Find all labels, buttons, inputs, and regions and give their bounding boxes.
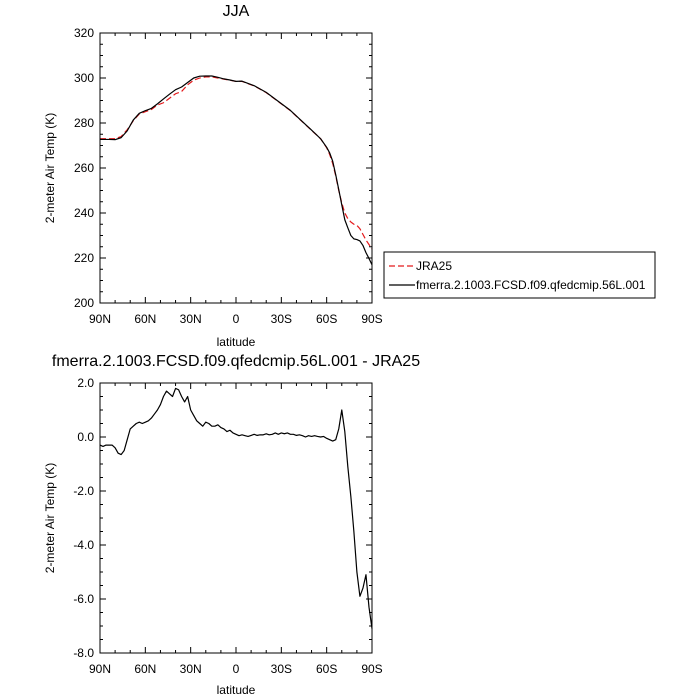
bottom-x-tick-label-5: 60S bbox=[316, 662, 337, 676]
legend-label-fmerra: fmerra.2.1003.FCSD.f09.qfedcmip.56L.001 bbox=[416, 278, 646, 292]
top-x-tick-label-6: 90S bbox=[361, 312, 382, 326]
bottom-series-group bbox=[99, 387, 373, 629]
top-x-tick-label-5: 60S bbox=[316, 312, 337, 326]
bottom-x-tick-label-2: 30N bbox=[180, 662, 202, 676]
top-x-tick-label-3: 0 bbox=[233, 312, 240, 326]
top-y-tick-label-6: 320 bbox=[74, 26, 94, 40]
bottom-panel: fmerra.2.1003.FCSD.f09.qfedcmip.56L.001 … bbox=[43, 353, 420, 697]
bottom-y-axis-label: 2-meter Air Temp (K) bbox=[43, 463, 57, 573]
top-series-line-1 bbox=[100, 75, 373, 266]
bottom-axis-ticks: 90N 60N 30N 0 30S 60S 90S -8.0 -6.0 -4.0 -2.0 0.0 2.… bbox=[73, 376, 382, 676]
legend-box bbox=[383, 251, 656, 299]
top-y-axis-label: 2-meter Air Temp (K) bbox=[43, 113, 57, 223]
bottom-series-line-0 bbox=[99, 387, 373, 629]
top-x-tick-label-0: 90N bbox=[89, 312, 111, 326]
top-x-tick-label-2: 30N bbox=[180, 312, 202, 326]
top-x-tick-label-4: 30S bbox=[271, 312, 292, 326]
legend-label-jra25: JRA25 bbox=[416, 259, 452, 273]
top-y-tick-label-1: 220 bbox=[74, 251, 94, 265]
bottom-x-tick-label-3: 0 bbox=[233, 662, 240, 676]
bottom-x-tick-label-1: 60N bbox=[134, 662, 156, 676]
top-y-tick-label-4: 280 bbox=[74, 116, 94, 130]
bottom-y-tick-label-1: -6.0 bbox=[73, 592, 94, 606]
top-y-tick-label-5: 300 bbox=[74, 71, 94, 85]
top-y-tick-label-0: 200 bbox=[74, 296, 94, 310]
top-legend: JRA25 fmerra.2.1003.FCSD.f09.qfedcmip.56… bbox=[383, 251, 656, 299]
top-series-group bbox=[100, 75, 373, 266]
bottom-x-axis-label: latitude bbox=[217, 683, 256, 697]
bottom-y-tick-label-2: -4.0 bbox=[73, 538, 94, 552]
bottom-x-tick-label-4: 30S bbox=[271, 662, 292, 676]
top-x-tick-label-1: 60N bbox=[134, 312, 156, 326]
bottom-y-tick-label-5: 2.0 bbox=[77, 376, 94, 390]
bottom-x-tick-label-0: 90N bbox=[89, 662, 111, 676]
top-chart-title: JJA bbox=[223, 3, 250, 20]
bottom-x-tick-label-6: 90S bbox=[361, 662, 382, 676]
top-panel: JJA 90N 60N 30N 0 30S 60S 90S 200 220 240 260 280 30… bbox=[43, 3, 656, 349]
bottom-y-tick-label-0: -8.0 bbox=[73, 646, 94, 660]
top-y-tick-label-3: 260 bbox=[74, 161, 94, 175]
bottom-y-tick-label-4: 0.0 bbox=[77, 430, 94, 444]
bottom-chart-title: fmerra.2.1003.FCSD.f09.qfedcmip.56L.001 … bbox=[52, 353, 420, 370]
top-axis-ticks: 90N 60N 30N 0 30S 60S 90S 200 220 240 260 280 300 320 bbox=[74, 26, 383, 326]
top-x-axis-label: latitude bbox=[217, 335, 256, 349]
top-y-tick-label-2: 240 bbox=[74, 206, 94, 220]
bottom-y-tick-label-3: -2.0 bbox=[73, 484, 94, 498]
